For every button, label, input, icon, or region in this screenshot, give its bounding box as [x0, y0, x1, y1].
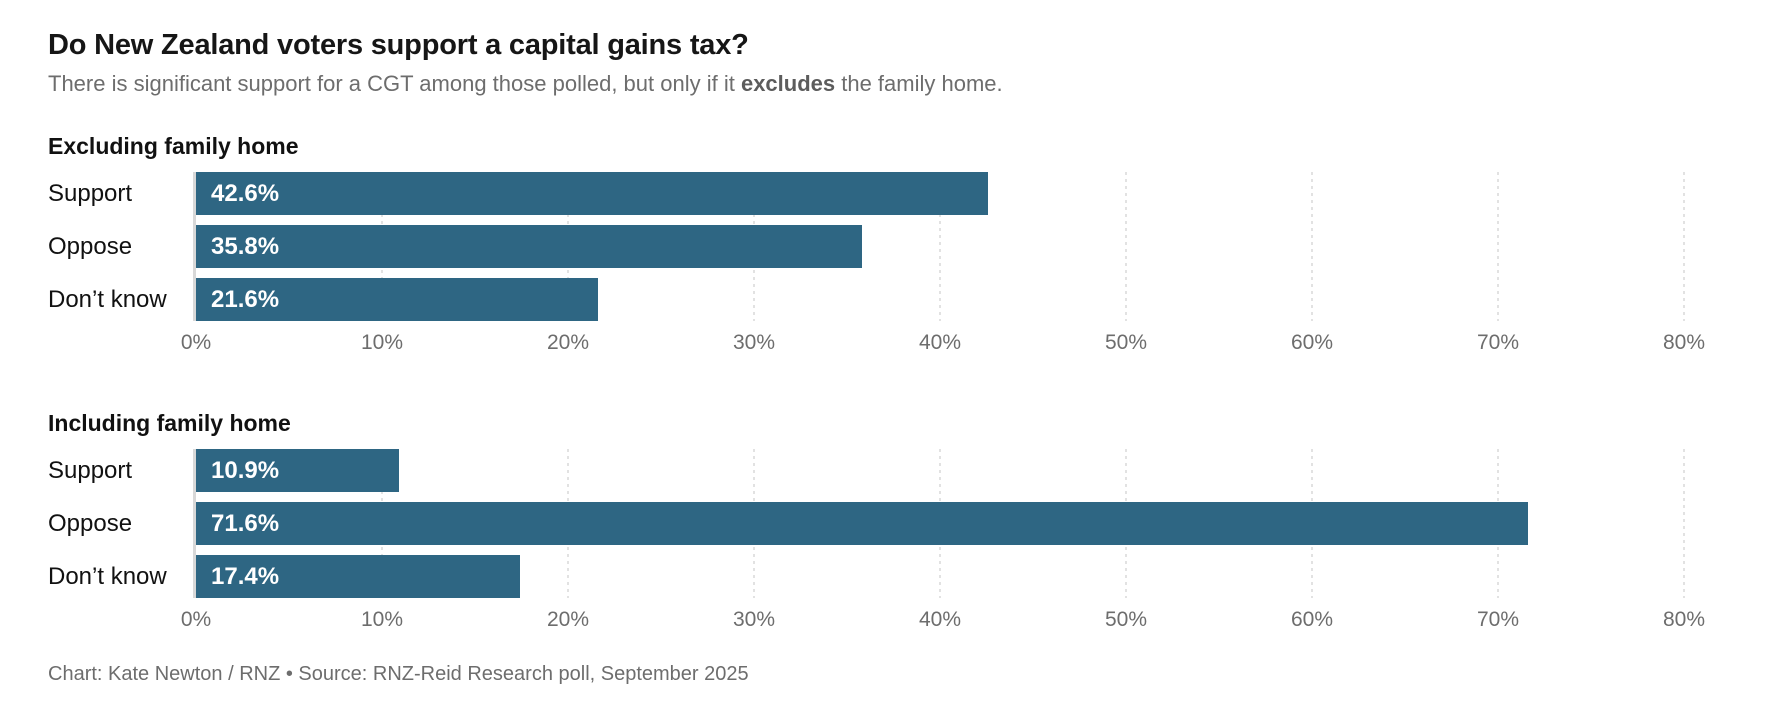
row-label: Oppose [48, 510, 133, 537]
bar-row: Don’t know 17.4% [48, 555, 1684, 598]
bar: 42.6% [196, 172, 989, 215]
row-label: Don’t know [48, 563, 167, 590]
x-axis-tick: 10% [360, 331, 404, 354]
x-axis-tick: 20% [546, 331, 590, 354]
chart-subtitle-bold-word: excludes [740, 71, 836, 96]
bar-row: Don’t know 21.6% [48, 278, 1684, 321]
row-label: Oppose [48, 233, 133, 260]
section-title: Excluding family home [48, 133, 299, 159]
x-axis-tick: 70% [1476, 608, 1520, 631]
x-axis-tick: 80% [1662, 608, 1706, 631]
section-title: Including family home [48, 410, 291, 436]
chart-section-excluding-family-home: Excluding family home Support 42.6% Oppose… [48, 132, 1788, 355]
bar-row: Support 10.9% [48, 449, 1684, 492]
x-axis-tick: 20% [546, 608, 590, 631]
bar: 35.8% [196, 225, 862, 268]
bar-row: Support 42.6% [48, 172, 1684, 215]
chart-section-including-family-home: Including family home Support 10.9% Oppose… [48, 409, 1788, 632]
bar-plot-area: Support 10.9% Oppose 71.6% Don’t know 17.4% [48, 449, 1685, 598]
gridline [1125, 172, 1127, 321]
axis-baseline [193, 172, 196, 321]
bar: 17.4% [196, 555, 520, 598]
x-axis-tick: 40% [918, 331, 962, 354]
chart-subtitle: There is significant support for a CGT a… [48, 70, 1788, 98]
credit-source-footer: Chart: Kate Newton / RNZ • Source: RNZ-R… [48, 663, 749, 685]
bar-row: Oppose 71.6% [48, 502, 1684, 545]
x-axis-tick: 70% [1476, 331, 1520, 354]
x-axis-tick: 50% [1104, 608, 1148, 631]
gridline [1683, 449, 1685, 598]
bar: 21.6% [196, 278, 598, 321]
x-axis-tick: 50% [1104, 331, 1148, 354]
row-label: Support [48, 457, 133, 484]
x-axis-tick: 0% [180, 608, 212, 631]
gridline [1683, 172, 1685, 321]
bar-value-label: 42.6% [211, 180, 280, 207]
x-axis-tick: 0% [180, 331, 212, 354]
gridline [1497, 172, 1499, 321]
chart-subtitle-text: There is significant support for a CGT a… [48, 71, 741, 96]
bar-value-label: 35.8% [211, 233, 280, 260]
x-axis-tick: 40% [918, 608, 962, 631]
chart-subtitle-text-after: the family home. [835, 71, 1003, 96]
x-axis: 0% 10% 20% 30% 40% 50% 60% 70% 80% [181, 608, 1705, 632]
x-axis-tick: 60% [1290, 331, 1334, 354]
bar-row: Oppose 35.8% [48, 225, 1684, 268]
x-axis-tick: 10% [360, 608, 404, 631]
x-axis-tick: 30% [732, 608, 776, 631]
axis-baseline [193, 449, 196, 598]
row-label: Don’t know [48, 286, 167, 313]
bar-value-label: 10.9% [211, 457, 280, 484]
x-axis: 0% 10% 20% 30% 40% 50% 60% 70% 80% [181, 331, 1705, 355]
bar-value-label: 21.6% [211, 286, 280, 313]
bar-value-label: 71.6% [211, 510, 280, 537]
bar: 71.6% [196, 502, 1528, 545]
gridline [1311, 172, 1313, 321]
bar: 10.9% [196, 449, 399, 492]
x-axis-tick: 30% [732, 331, 776, 354]
gridline [939, 172, 941, 321]
x-axis-tick: 60% [1290, 608, 1334, 631]
row-label: Support [48, 180, 133, 207]
x-axis-tick: 80% [1662, 331, 1706, 354]
bar-value-label: 17.4% [211, 563, 280, 590]
bar-plot-area: Support 42.6% Oppose 35.8% Don’t know 21.6% [48, 172, 1685, 321]
chart-title: Do New Zealand voters support a capital … [48, 29, 749, 61]
